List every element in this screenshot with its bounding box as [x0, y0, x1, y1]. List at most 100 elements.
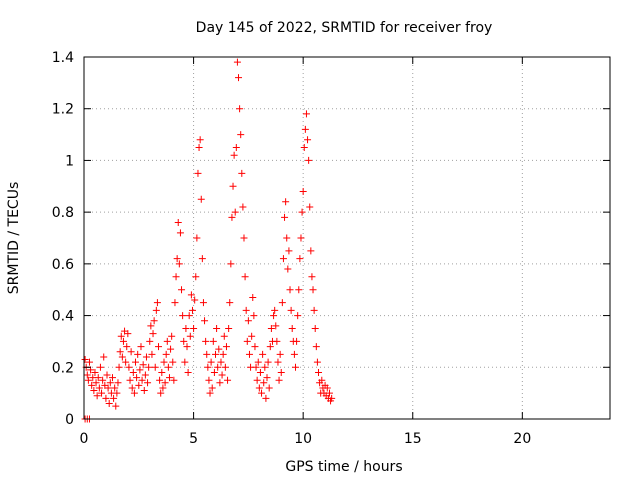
- data-point: [259, 350, 267, 358]
- data-point: [181, 358, 189, 366]
- data-point: [255, 384, 263, 392]
- data-point: [270, 312, 278, 320]
- data-point: [298, 208, 306, 216]
- data-point: [225, 325, 233, 332]
- data-point: [262, 394, 270, 402]
- data-point: [291, 363, 299, 371]
- data-point: [161, 379, 169, 387]
- data-point: [124, 330, 132, 338]
- data-point: [149, 330, 157, 338]
- data-point: [142, 353, 150, 361]
- data-point: [277, 368, 285, 376]
- data-point: [162, 350, 170, 358]
- data-point: [116, 348, 124, 356]
- x-tick-label: 15: [404, 431, 422, 447]
- x-tick-label: 0: [80, 431, 89, 447]
- data-point: [148, 350, 156, 358]
- data-point: [183, 343, 191, 351]
- axis-ticks: 0 5 10 15 20 0 0.2 0.4 0.6 0.8 1 1.2 1.4: [52, 50, 610, 447]
- data-point: [197, 195, 205, 203]
- data-point: [178, 286, 186, 294]
- data-point: [102, 394, 110, 402]
- data-point: [139, 361, 147, 369]
- data-point: [172, 273, 180, 281]
- data-point: [309, 286, 317, 294]
- data-point: [118, 353, 126, 361]
- data-point: [106, 379, 114, 387]
- data-point: [135, 381, 143, 389]
- data-point: [253, 376, 261, 384]
- y-tick-label: 1: [65, 153, 74, 169]
- data-point: [168, 332, 176, 340]
- data-point: [194, 169, 202, 177]
- data-point: [300, 144, 308, 151]
- data-point: [238, 169, 246, 177]
- data-point: [117, 332, 125, 340]
- data-point: [306, 203, 314, 211]
- data-point: [294, 312, 302, 320]
- data-point: [83, 371, 91, 379]
- data-point: [251, 343, 259, 351]
- data-point: [133, 374, 141, 382]
- data-point: [188, 306, 196, 314]
- data-point: [325, 389, 333, 397]
- x-tick-label: 5: [189, 431, 198, 447]
- data-point: [214, 363, 222, 371]
- data-point: [140, 387, 148, 395]
- data-point: [250, 312, 258, 320]
- data-point: [244, 317, 252, 325]
- data-point: [328, 394, 336, 402]
- data-point: [88, 381, 96, 389]
- data-point: [236, 105, 244, 113]
- data-point: [249, 293, 257, 301]
- data-point: [286, 286, 294, 294]
- data-point: [242, 306, 250, 314]
- grid-lines: [84, 57, 610, 419]
- data-point: [128, 384, 136, 392]
- plot-frame: [83, 56, 611, 420]
- data-point: [254, 358, 262, 366]
- data-point: [283, 234, 291, 242]
- data-point: [165, 374, 173, 382]
- data-point: [205, 376, 213, 384]
- data-point: [229, 182, 237, 190]
- data-point: [173, 255, 181, 263]
- data-point: [111, 384, 119, 392]
- data-point: [258, 389, 266, 397]
- data-point: [193, 234, 201, 242]
- data-point: [119, 337, 127, 345]
- data-point: [147, 322, 155, 330]
- data-point: [190, 325, 198, 332]
- data-point: [279, 255, 287, 263]
- data-point: [98, 389, 106, 397]
- data-point: [271, 306, 279, 314]
- data-point: [227, 260, 235, 268]
- data-point: [288, 325, 296, 332]
- data-point: [195, 144, 203, 151]
- data-point: [245, 350, 253, 358]
- data-point: [215, 345, 223, 353]
- data-point: [170, 376, 178, 384]
- data-point: [261, 363, 269, 371]
- data-point: [274, 358, 282, 366]
- data-point: [184, 368, 192, 376]
- data-point: [179, 312, 187, 320]
- data-point: [99, 376, 107, 384]
- data-point: [315, 368, 323, 376]
- data-point: [281, 213, 289, 221]
- data-point: [276, 350, 284, 358]
- data-point: [301, 125, 309, 133]
- data-point: [144, 379, 152, 387]
- data-point: [209, 337, 217, 345]
- data-point: [265, 384, 273, 392]
- data-point: [196, 136, 204, 144]
- data-point: [180, 337, 188, 345]
- data-point: [153, 299, 161, 307]
- data-point: [151, 363, 159, 371]
- data-point: [204, 363, 212, 371]
- data-point: [94, 374, 102, 382]
- data-point: [182, 325, 190, 332]
- data-point: [185, 312, 193, 320]
- data-point: [134, 350, 142, 358]
- data-point: [137, 343, 145, 351]
